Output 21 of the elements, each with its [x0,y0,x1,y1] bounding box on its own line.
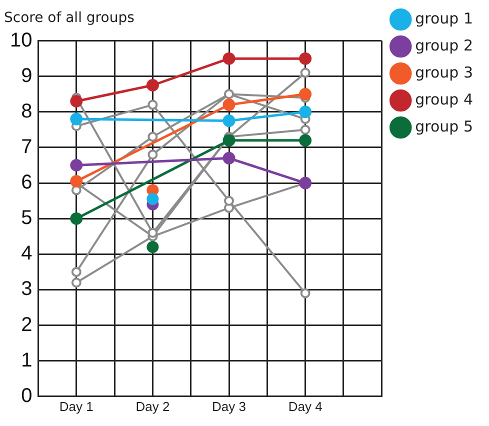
x-tick-label: Day 2 [136,398,170,414]
y-tick-label: 6 [21,172,32,194]
y-tick-label: 9 [21,64,32,87]
y-tick-label: 3 [21,278,32,300]
y-tick-label: 4 [21,242,32,265]
y-tick-label: 5 [21,207,32,230]
legend-label: group 1 [415,9,474,28]
y-tick-label: 7 [21,136,32,158]
legend-label: group 3 [415,63,474,82]
y-tick-label: 8 [21,100,32,122]
x-tick-label: Day 3 [212,398,246,414]
chart-title: Score of all groups [4,10,134,26]
x-tick-label: Day 1 [59,398,94,414]
y-tick-label: 1 [21,349,32,372]
legend-label: group 5 [415,117,474,136]
y-tick-label: 10 [10,29,32,52]
y-tick-label: 2 [21,314,32,336]
y-tick-label: 0 [21,384,32,407]
legend-label: group 4 [415,90,474,108]
legend-label: group 2 [415,36,474,54]
x-tick-label: Day 4 [288,398,322,414]
